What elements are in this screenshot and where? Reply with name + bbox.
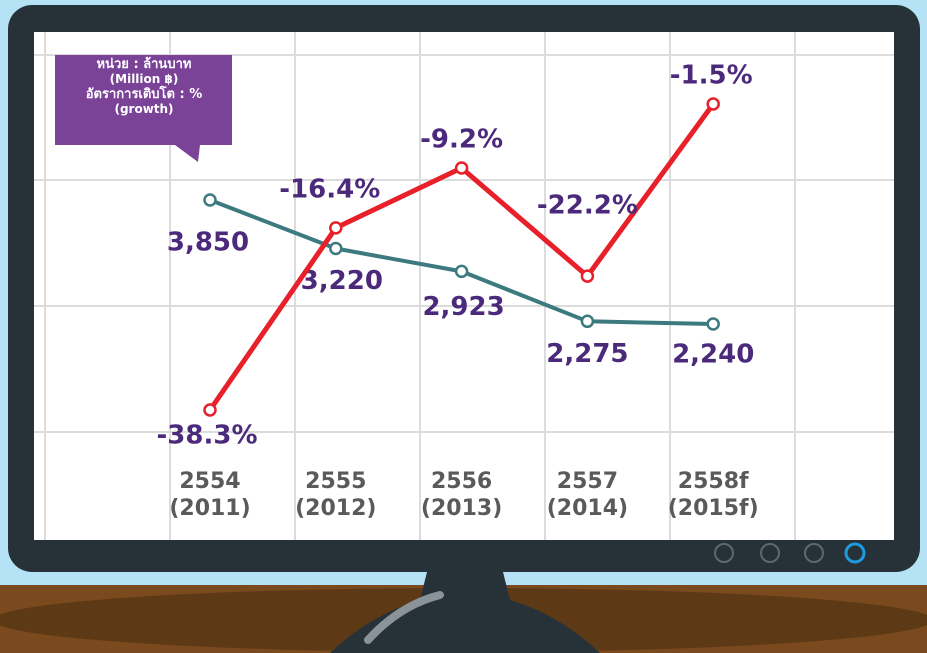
- point: [456, 266, 467, 277]
- data-label: -9.2%: [420, 125, 503, 155]
- point: [708, 319, 719, 330]
- data-label: -16.4%: [279, 174, 380, 204]
- page: 3,850 3,220 2,923 2,275 2,240 -38.3% -16.4% -9.…: [0, 0, 927, 653]
- legend-text: (Million ฿): [58, 72, 230, 87]
- legend-text: (growth): [58, 102, 230, 117]
- point: [330, 222, 341, 233]
- data-label: -22.2%: [537, 191, 638, 221]
- point: [582, 316, 593, 327]
- data-label: 2,240: [672, 340, 754, 370]
- data-label: -1.5%: [670, 61, 753, 91]
- point: [205, 195, 216, 206]
- data-label: 2,275: [546, 339, 628, 369]
- x-tick-label: 2556 (2013): [407, 468, 517, 522]
- x-tick-label: 2558f (2015f): [658, 468, 768, 522]
- data-label: 3,220: [301, 266, 383, 296]
- x-tick-label: 2555 (2012): [281, 468, 391, 522]
- data-label: 3,850: [167, 228, 249, 258]
- point: [205, 405, 216, 416]
- point: [330, 243, 341, 254]
- data-label: -38.3%: [157, 421, 258, 451]
- legend-text: อัตราการเติบโต : %: [58, 87, 230, 102]
- x-tick-label: 2554 (2011): [155, 468, 265, 522]
- legend: หน่วย : ล้านบาท (Million ฿) อัตราการเติบ…: [58, 57, 230, 117]
- point: [582, 271, 593, 282]
- x-tick-label: 2557 (2014): [532, 468, 642, 522]
- point: [708, 99, 719, 110]
- point: [456, 163, 467, 174]
- legend-text: หน่วย : ล้านบาท: [58, 57, 230, 72]
- data-label: 2,923: [422, 292, 504, 322]
